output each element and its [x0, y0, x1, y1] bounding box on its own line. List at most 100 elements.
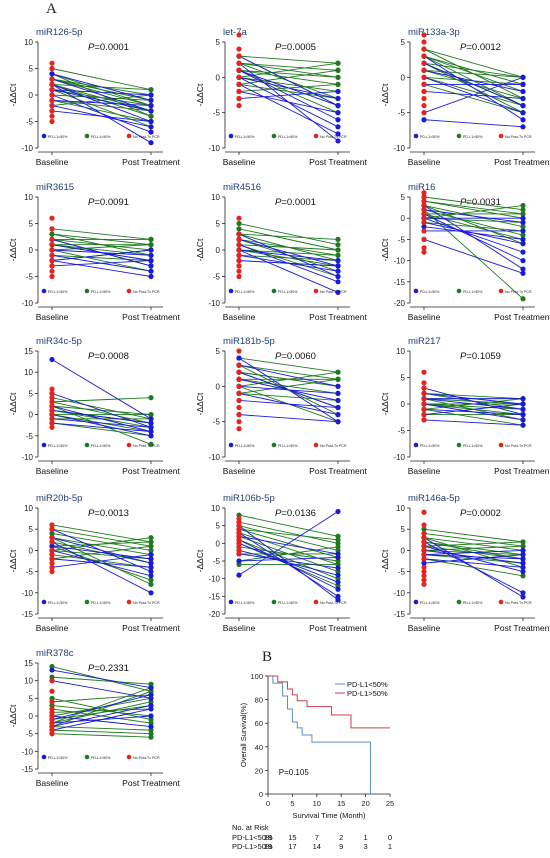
legend-marker-blue	[41, 288, 47, 294]
legend-marker-red	[126, 288, 132, 294]
legend-marker-green	[271, 133, 277, 139]
baseline-point-red	[236, 551, 242, 557]
x-tick-label: Post Treatment	[122, 623, 180, 633]
baseline-point-red	[236, 81, 242, 87]
baseline-point-red	[236, 268, 242, 274]
baseline-point-red	[49, 412, 55, 418]
p-value: P=0.0060	[275, 351, 316, 362]
legend-label: PD-L1>50%	[91, 290, 111, 294]
baseline-point-red	[49, 242, 55, 248]
post-point-blue	[335, 397, 341, 404]
x-tick-label: Post Treatment	[309, 312, 367, 322]
legend-label: PD-L1<50%	[48, 444, 68, 448]
legend-marker-red	[498, 442, 504, 448]
legend-marker-green	[84, 442, 90, 448]
km-y-tick-label: 80	[255, 696, 263, 705]
legend-marker-blue	[41, 754, 47, 760]
baseline-point-red	[421, 32, 427, 38]
baseline-point-red	[49, 552, 55, 558]
baseline-point-red	[421, 211, 427, 217]
baseline-point-red	[421, 236, 427, 242]
post-point-blue	[148, 685, 154, 691]
y-tick-label: -5	[26, 730, 34, 739]
legend-label: No Post-Tx PCR	[320, 290, 347, 294]
pair-line-green	[238, 546, 339, 562]
y-tick-label: 5	[29, 525, 34, 534]
risk-value: 0	[388, 833, 392, 842]
post-point-blue	[335, 565, 341, 571]
post-point-blue	[520, 564, 526, 570]
panel-title: miR3615	[36, 182, 74, 193]
post-point-blue	[148, 556, 154, 562]
baseline-point-red	[236, 247, 242, 253]
post-point-green	[335, 60, 341, 66]
post-point-green	[520, 224, 526, 230]
baseline-point-red	[421, 509, 427, 515]
legend-marker-red	[313, 288, 319, 294]
post-point-blue	[335, 404, 341, 411]
pair-line-blue	[423, 408, 524, 416]
y-tick-label: 10	[24, 193, 33, 202]
legend-label: No Post-Tx PCR	[133, 756, 160, 760]
panel-title: miR106b-5p	[223, 493, 275, 504]
post-point-blue	[148, 140, 154, 146]
post-point-blue	[335, 419, 341, 425]
legend-marker-blue	[413, 599, 419, 605]
p-value: P=0.0013	[88, 508, 129, 519]
pair-line-green	[51, 83, 152, 112]
post-point-blue	[148, 424, 154, 430]
risk-row-label: PD-L1<50%	[232, 833, 273, 842]
post-point-blue	[520, 81, 526, 87]
baseline-point-blue	[49, 71, 55, 77]
panel-title: let-7a	[223, 27, 247, 38]
baseline-point-red	[49, 236, 55, 242]
pair-line-blue	[238, 414, 339, 423]
y-axis-label: -ΔΔCt	[380, 238, 390, 261]
post-point-green	[335, 74, 341, 80]
post-point-blue	[148, 118, 154, 125]
pair-line-blue	[51, 554, 152, 568]
post-point-green	[520, 543, 526, 549]
pair-line-green	[238, 62, 339, 78]
baseline-point-red	[421, 535, 427, 541]
post-point-blue	[148, 433, 154, 439]
post-point-green	[520, 207, 526, 213]
post-point-green	[335, 544, 341, 550]
baseline-point-red	[49, 226, 55, 232]
post-point-blue	[520, 95, 526, 102]
post-point-blue	[520, 236, 526, 242]
y-tick-label: 0	[29, 411, 34, 420]
pair-line-green	[238, 392, 339, 401]
pair-line-blue	[423, 554, 524, 564]
pair-line-green	[423, 83, 524, 114]
pair-line-green	[238, 83, 339, 99]
y-axis-label: -ΔΔCt	[195, 83, 205, 106]
baseline-point-red	[421, 202, 427, 209]
pair-line-blue	[238, 511, 339, 576]
legend-label: PD-L1>50%	[463, 444, 483, 448]
post-point-blue	[335, 412, 341, 418]
pair-line-blue	[423, 549, 524, 556]
baseline-point-red	[236, 376, 242, 382]
post-point-blue	[520, 569, 526, 575]
pair-line-blue	[423, 238, 524, 274]
y-tick-label: 0	[401, 400, 406, 409]
baseline-point-red	[236, 362, 242, 368]
y-tick-label: 10	[396, 504, 405, 513]
baseline-point-red	[421, 543, 427, 549]
y-tick-label: -10	[208, 575, 220, 584]
legend-marker-red	[498, 133, 504, 139]
km-y-tick-label: 100	[250, 672, 263, 681]
pair-line-blue	[51, 84, 152, 144]
pair-line-green	[423, 200, 524, 215]
km-y-tick-label: 40	[255, 743, 263, 752]
post-point-blue	[148, 124, 154, 130]
post-point-blue	[335, 273, 341, 280]
post-point-green	[520, 211, 526, 217]
x-tick-label: Post Treatment	[122, 157, 180, 167]
pair-line-blue	[423, 55, 524, 121]
baseline-point-red	[49, 399, 55, 405]
baseline-point-blue	[49, 667, 55, 673]
